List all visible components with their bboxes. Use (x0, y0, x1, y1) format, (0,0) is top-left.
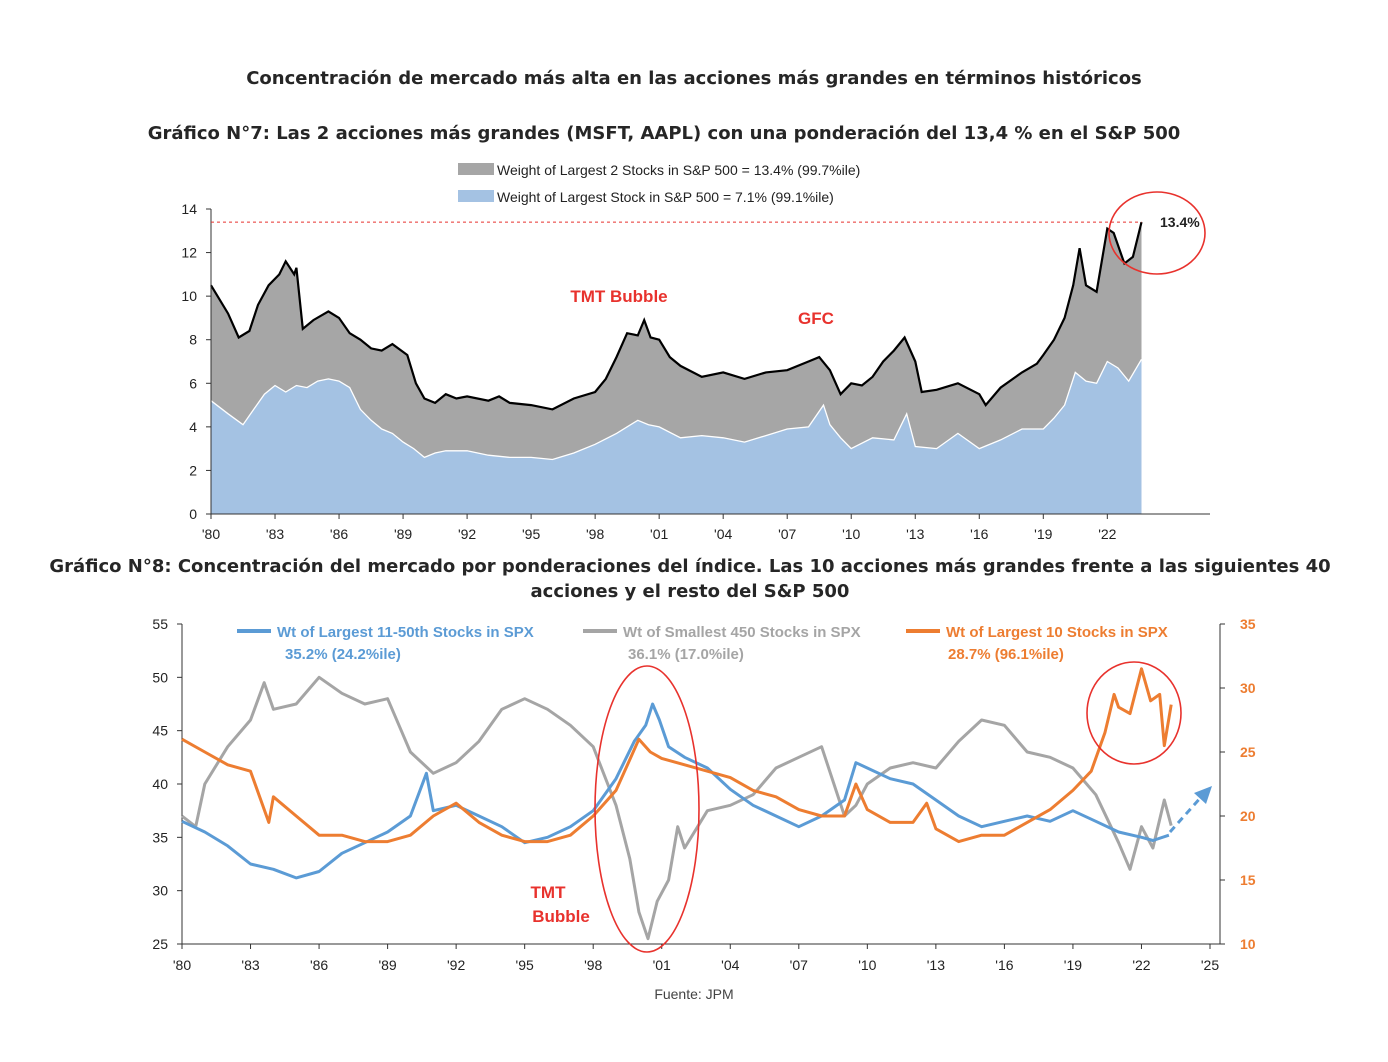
chart1-svg: Weight of Largest 2 Stocks in S&P 500 = … (181, 162, 1210, 542)
x-tick-label: '04 (714, 526, 732, 542)
x-tick-label: '25 (1201, 957, 1219, 973)
x-tick-label: '22 (1132, 957, 1150, 973)
x-tick-label: '80 (202, 526, 220, 542)
y2-tick-label: 25 (1240, 744, 1256, 760)
x-tick-label: '92 (458, 526, 476, 542)
legend-label-1: Wt of Smallest 450 Stocks in SPX (623, 624, 861, 641)
x-tick-label: '16 (995, 957, 1013, 973)
x-tick-label: '86 (310, 957, 328, 973)
legend-stat-0: 35.2% (24.2%ile) (285, 646, 401, 663)
x-tick-label: '10 (858, 957, 876, 973)
y-tick-label: 55 (152, 616, 168, 632)
forecast-arrow-head (1194, 786, 1212, 804)
y2-tick-label: 15 (1240, 872, 1256, 888)
y-tick-label: 45 (152, 723, 168, 739)
annotation-tmt: TMT (531, 883, 567, 902)
y2-tick-label: 10 (1240, 936, 1256, 952)
legend-swatch-0 (458, 163, 494, 175)
legend-stat-2: 28.7% (96.1%ile) (948, 646, 1064, 663)
y-tick-label: 8 (189, 332, 197, 348)
y-tick-label: 25 (152, 936, 168, 952)
x-tick-label: '83 (241, 957, 259, 973)
y-tick-label: 12 (181, 245, 197, 261)
line-series-0 (181, 702, 1170, 880)
main-title: Concentración de mercado más alta en las… (246, 68, 1142, 89)
annotation-tmt-bubble: TMT Bubble (570, 287, 667, 306)
legend-stat-1: 36.1% (17.0%ile) (628, 646, 744, 663)
y-tick-label: 4 (189, 419, 197, 435)
y-tick-label: 50 (152, 669, 168, 685)
x-tick-label: '92 (447, 957, 465, 973)
x-tick-label: '01 (650, 526, 668, 542)
x-tick-label: '10 (842, 526, 860, 542)
x-tick-label: '13 (906, 526, 924, 542)
legend-label-0: Weight of Largest 2 Stocks in S&P 500 = … (497, 162, 860, 178)
y-tick-label: 2 (189, 462, 197, 478)
y-tick-label: 10 (181, 288, 197, 304)
chart1-title: Gráfico N°7: Las 2 acciones más grandes … (147, 123, 1181, 144)
y-tick-label: 30 (152, 883, 168, 899)
source-note: Fuente: JPM (654, 986, 734, 1002)
area-series-1 (211, 359, 1142, 514)
x-tick-label: '01 (653, 957, 671, 973)
x-tick-label: '22 (1098, 526, 1116, 542)
recent-circle (1086, 661, 1182, 765)
x-tick-label: '04 (721, 957, 739, 973)
legend-label-0: Wt of Largest 11-50th Stocks in SPX (277, 624, 534, 641)
y-tick-label: 14 (181, 201, 197, 217)
x-tick-label: '95 (522, 526, 540, 542)
x-tick-label: '80 (173, 957, 191, 973)
legend-swatch-1 (458, 190, 494, 202)
y2-tick-label: 30 (1240, 680, 1256, 696)
x-tick-label: '89 (394, 526, 412, 542)
x-tick-label: '95 (516, 957, 534, 973)
x-tick-label: '19 (1034, 526, 1052, 542)
x-tick-label: '86 (330, 526, 348, 542)
x-tick-label: '98 (584, 957, 602, 973)
line-series-1 (181, 675, 1173, 941)
chart2-title: Gráfico N°8: Concentración del mercado p… (49, 556, 1331, 602)
line-series-1 (210, 358, 1143, 461)
y-tick-label: 0 (189, 506, 197, 522)
x-tick-label: '98 (586, 526, 604, 542)
x-tick-label: '89 (378, 957, 396, 973)
legend-label-2: Wt of Largest 10 Stocks in SPX (946, 624, 1168, 641)
annotation-bubble: Bubble (532, 907, 590, 926)
y2-tick-label: 35 (1240, 616, 1256, 632)
x-tick-label: '07 (778, 526, 796, 542)
highlight-circle (1108, 191, 1206, 275)
y2-tick-label: 20 (1240, 808, 1256, 824)
x-tick-label: '83 (266, 526, 284, 542)
x-tick-label: '13 (927, 957, 945, 973)
forecast-arrow-line (1168, 795, 1204, 833)
x-tick-label: '07 (790, 957, 808, 973)
annotation-gfc: GFC (798, 309, 834, 328)
line-series-0 (210, 221, 1143, 411)
x-tick-label: '16 (970, 526, 988, 542)
y-tick-label: 35 (152, 829, 168, 845)
line-series-2 (181, 667, 1173, 844)
y-tick-label: 6 (189, 375, 197, 391)
end-value-label: 13.4% (1160, 214, 1200, 230)
legend-label-1: Weight of Largest Stock in S&P 500 = 7.1… (497, 189, 834, 205)
x-tick-label: '19 (1064, 957, 1082, 973)
tmt-circle (594, 665, 700, 953)
y-tick-label: 40 (152, 776, 168, 792)
